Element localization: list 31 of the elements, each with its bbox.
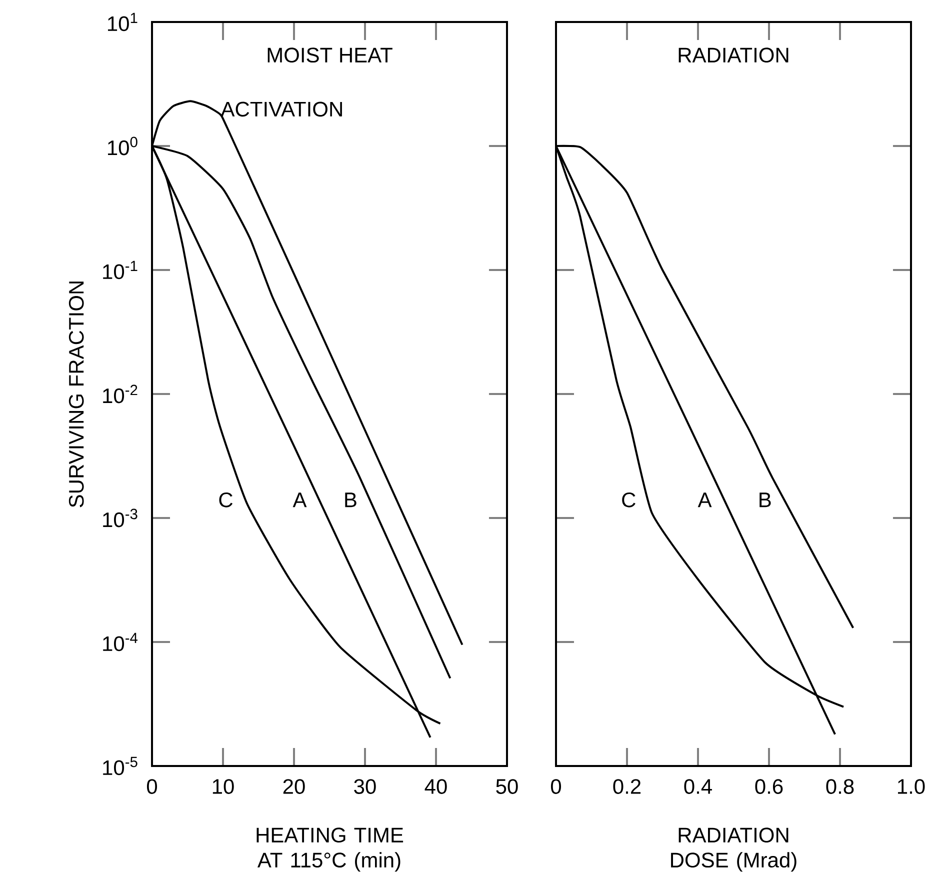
- x-tick-label: 0.6: [755, 779, 783, 794]
- x-tick-label: 10: [212, 779, 234, 794]
- series-label: C: [622, 492, 636, 508]
- x-tick-label: 50: [496, 779, 518, 794]
- x-tick-label: 0.4: [684, 779, 712, 794]
- series-label: A: [698, 492, 712, 508]
- series-label: B: [760, 492, 771, 508]
- x-tick-label: 20: [283, 779, 305, 794]
- x-tick-label: 0: [146, 779, 158, 794]
- x-axis-title: HEATING TIME AT 115°C (min): [256, 828, 404, 872]
- series-label: A: [292, 492, 307, 508]
- x-tick-label: 0: [550, 779, 562, 794]
- text: RADIATION: [678, 48, 788, 63]
- x-tick-label: 0.2: [613, 779, 641, 794]
- y-tick-label: 10$^{-5}$: [103, 756, 138, 776]
- text: MOIST HEAT: [268, 48, 392, 63]
- y-tick-label: 10$^{0}$: [108, 136, 138, 156]
- x-axis-title: RADIATION DOSE (Mrad): [671, 828, 796, 872]
- series-label: ACTIVATION: [220, 102, 342, 117]
- series-label: C: [219, 492, 233, 508]
- y-tick-label: 10$^{-2}$: [103, 384, 138, 404]
- x-tick-label: 0.8: [826, 779, 854, 794]
- y-tick-label: 10$^{1}$: [108, 12, 138, 32]
- x-tick-label: 40: [424, 779, 447, 794]
- y-tick-label: 10$^{-4}$: [103, 632, 138, 652]
- y-tick-label: 10$^{-3}$: [103, 508, 138, 528]
- x-tick-label: 1.0: [898, 779, 925, 794]
- y-axis-title: SURVIVING FRACTION: [68, 282, 84, 508]
- y-tick-label: 10$^{-1}$: [103, 260, 138, 280]
- x-tick-label: 30: [354, 779, 376, 794]
- series-label: B: [345, 492, 356, 508]
